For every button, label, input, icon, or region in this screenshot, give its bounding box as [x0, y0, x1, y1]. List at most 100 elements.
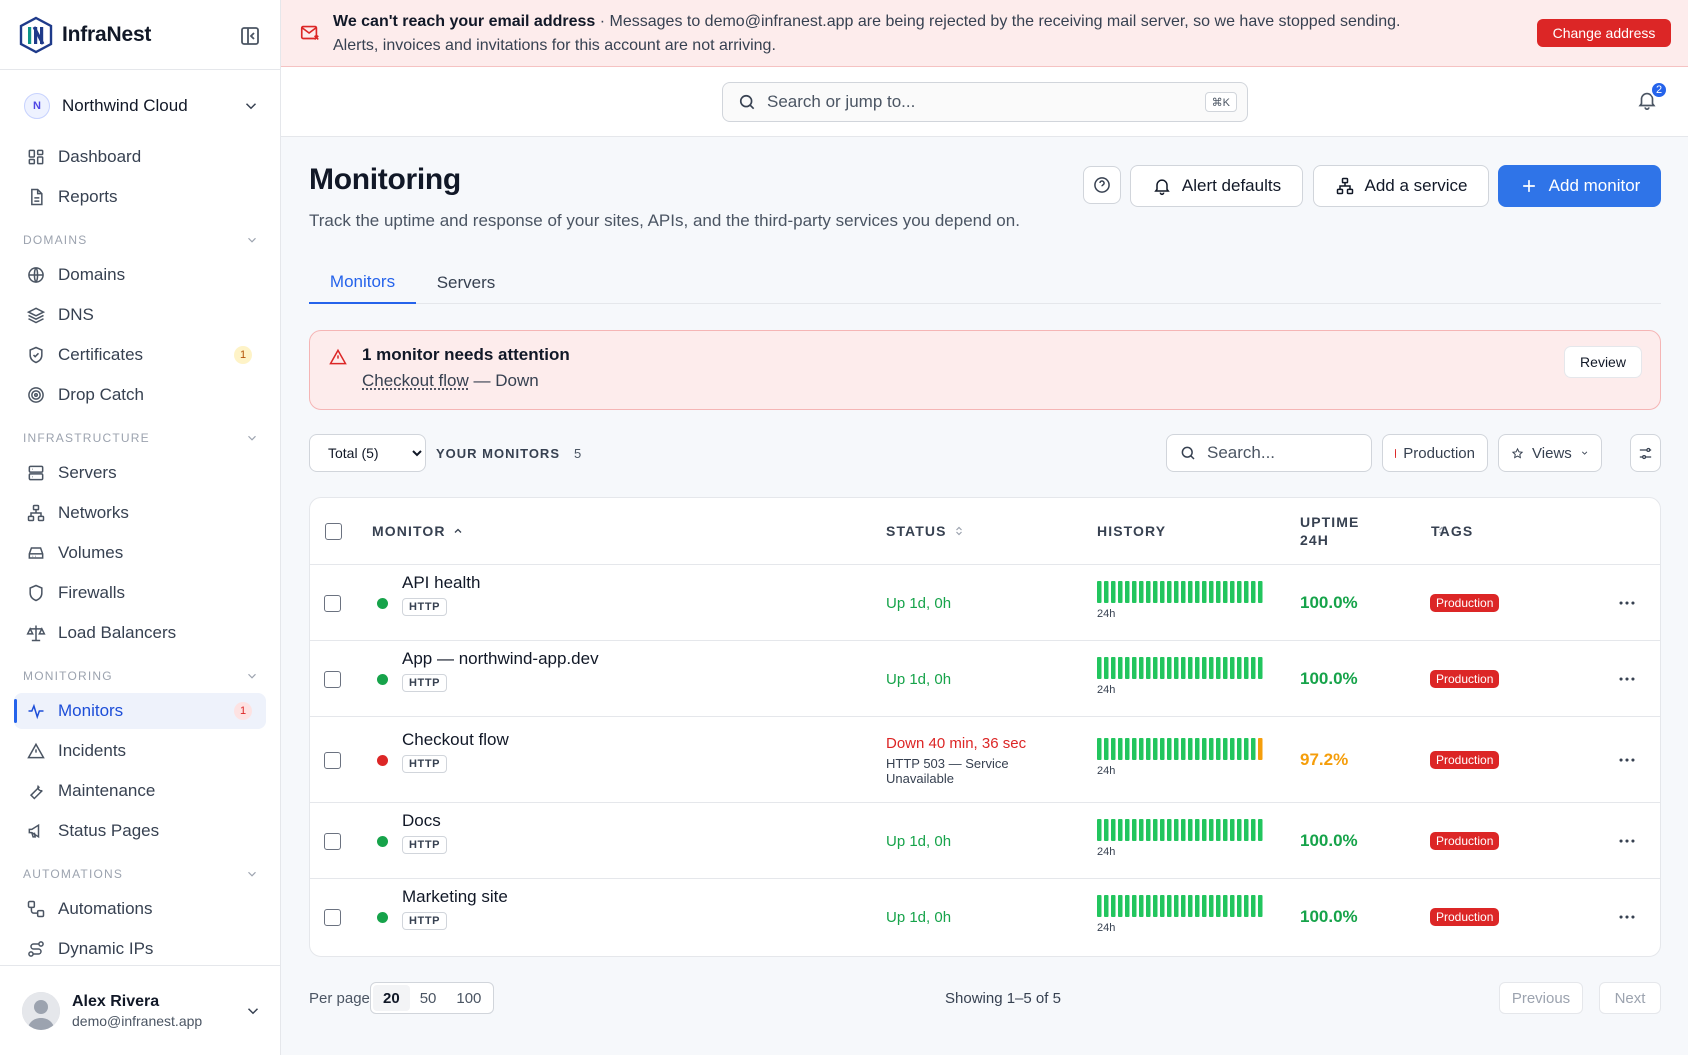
history-bar[interactable]: [1188, 738, 1193, 760]
monitor-search[interactable]: [1166, 434, 1372, 472]
history-bar[interactable]: [1209, 657, 1214, 679]
history-bar[interactable]: [1153, 738, 1158, 760]
history-bar[interactable]: [1195, 895, 1200, 917]
history-bar[interactable]: [1104, 738, 1109, 760]
select-all-checkbox[interactable]: [325, 523, 342, 540]
history-bar[interactable]: [1251, 819, 1256, 841]
history-bar[interactable]: [1230, 895, 1235, 917]
history-bar[interactable]: [1097, 581, 1102, 603]
row-checkbox[interactable]: [324, 752, 341, 769]
history-bar[interactable]: [1146, 657, 1151, 679]
history-bar[interactable]: [1160, 895, 1165, 917]
history-bar[interactable]: [1125, 738, 1130, 760]
per-page-option-50[interactable]: 50: [419, 989, 437, 1007]
monitor-search-input[interactable]: [1207, 443, 1357, 463]
history-bar[interactable]: [1251, 657, 1256, 679]
history-bar[interactable]: [1160, 581, 1165, 603]
history-bar[interactable]: [1132, 581, 1137, 603]
history-bar[interactable]: [1230, 738, 1235, 760]
help-button[interactable]: [1083, 166, 1121, 204]
review-button[interactable]: Review: [1564, 346, 1642, 378]
history-bar[interactable]: [1146, 738, 1151, 760]
history-bar[interactable]: [1139, 895, 1144, 917]
production-filter-chip[interactable]: Production: [1382, 434, 1488, 472]
history-bar[interactable]: [1167, 895, 1172, 917]
history-bar[interactable]: [1167, 738, 1172, 760]
section-monitoring-toggle[interactable]: MONITORING: [23, 668, 259, 684]
history-bar[interactable]: [1237, 581, 1242, 603]
sidebar-item-firewalls[interactable]: Firewalls: [14, 575, 266, 611]
add-service-button[interactable]: Add a service: [1313, 165, 1489, 207]
sidebar-item-automations[interactable]: Automations: [14, 891, 266, 927]
next-page-button[interactable]: Next: [1599, 982, 1661, 1014]
history-bar[interactable]: [1223, 657, 1228, 679]
history-bar[interactable]: [1195, 657, 1200, 679]
history-bar[interactable]: [1167, 819, 1172, 841]
sidebar-item-drop-catch[interactable]: Drop Catch: [14, 377, 266, 413]
history-bar[interactable]: [1209, 738, 1214, 760]
history-bar[interactable]: [1244, 895, 1249, 917]
history-bar[interactable]: [1104, 581, 1109, 603]
history-bar[interactable]: [1111, 581, 1116, 603]
history-bar[interactable]: [1244, 738, 1249, 760]
app-logo[interactable]: InfraNest: [18, 15, 151, 55]
history-bar[interactable]: [1111, 895, 1116, 917]
monitor-name[interactable]: Marketing site: [402, 887, 508, 906]
history-bar[interactable]: [1195, 581, 1200, 603]
sidebar-item-maintenance[interactable]: Maintenance: [14, 773, 266, 809]
table-row[interactable]: Marketing site HTTP Up 1d, 0h 24h 100.0% Prod…: [310, 879, 1660, 955]
history-bar[interactable]: [1104, 895, 1109, 917]
history-bar[interactable]: [1097, 657, 1102, 679]
table-row[interactable]: App — northwind-app.dev HTTP Up 1d, 0h 24h 1…: [310, 641, 1660, 717]
history-bar[interactable]: [1125, 657, 1130, 679]
monitor-name[interactable]: Docs: [402, 811, 441, 830]
history-bar[interactable]: [1202, 581, 1207, 603]
row-checkbox[interactable]: [324, 671, 341, 688]
history-bar[interactable]: [1146, 581, 1151, 603]
row-actions-button[interactable]: [1616, 749, 1638, 771]
row-actions-button[interactable]: [1616, 592, 1638, 614]
history-bar[interactable]: [1244, 657, 1249, 679]
history-bar[interactable]: [1160, 738, 1165, 760]
sidebar-item-incidents[interactable]: Incidents: [14, 733, 266, 769]
history-bar[interactable]: [1202, 895, 1207, 917]
history-bar[interactable]: [1153, 819, 1158, 841]
history-bar[interactable]: [1230, 657, 1235, 679]
history-bar[interactable]: [1153, 895, 1158, 917]
per-page-option-100[interactable]: 100: [456, 989, 482, 1007]
history-bar[interactable]: [1202, 819, 1207, 841]
views-dropdown[interactable]: Views: [1498, 434, 1602, 472]
history-bar[interactable]: [1118, 819, 1123, 841]
collapse-sidebar-button[interactable]: [238, 24, 262, 48]
history-bar[interactable]: [1181, 895, 1186, 917]
history-bar[interactable]: [1237, 657, 1242, 679]
history-bar[interactable]: [1258, 657, 1263, 679]
row-checkbox[interactable]: [324, 909, 341, 926]
history-bar[interactable]: [1160, 819, 1165, 841]
history-bar[interactable]: [1244, 581, 1249, 603]
history-bar[interactable]: [1132, 895, 1137, 917]
history-bar[interactable]: [1139, 738, 1144, 760]
history-bar[interactable]: [1097, 819, 1102, 841]
table-row[interactable]: Docs HTTP Up 1d, 0h 24h 100.0% Production: [310, 803, 1660, 879]
history-bar[interactable]: [1160, 657, 1165, 679]
history-bar[interactable]: [1118, 895, 1123, 917]
table-row[interactable]: API health HTTP Up 1d, 0h 24h 100.0% Producti…: [310, 565, 1660, 641]
history-bar[interactable]: [1174, 657, 1179, 679]
column-settings-button[interactable]: [1630, 434, 1661, 472]
history-bar[interactable]: [1181, 581, 1186, 603]
history-bar[interactable]: [1153, 581, 1158, 603]
history-bar[interactable]: [1237, 895, 1242, 917]
history-bar[interactable]: [1146, 819, 1151, 841]
row-actions-button[interactable]: [1616, 906, 1638, 928]
tab-monitors[interactable]: Monitors: [309, 262, 416, 304]
add-monitor-button[interactable]: Add monitor: [1498, 165, 1661, 207]
production-tag[interactable]: Production: [1430, 832, 1500, 850]
previous-page-button[interactable]: Previous: [1499, 982, 1583, 1014]
history-bar[interactable]: [1209, 581, 1214, 603]
monitor-name[interactable]: API health: [402, 573, 481, 592]
column-monitor[interactable]: MONITOR: [372, 523, 464, 539]
history-bar[interactable]: [1223, 819, 1228, 841]
history-bar[interactable]: [1195, 819, 1200, 841]
user-menu[interactable]: Alex Rivera demo@infranest.app: [22, 990, 262, 1032]
